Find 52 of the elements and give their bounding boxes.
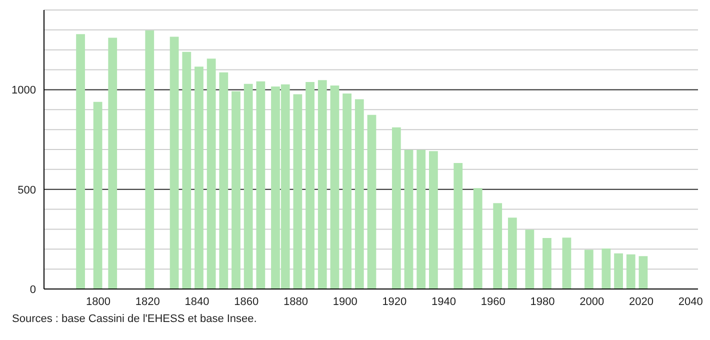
x-tick-label: 1940: [432, 296, 456, 308]
bar: [404, 150, 414, 289]
bar: [626, 254, 636, 289]
bar: [306, 82, 314, 289]
y-tick-label: 0: [30, 284, 36, 296]
x-tick-label: 2020: [628, 296, 654, 308]
bar: [219, 72, 228, 289]
bar: [244, 84, 253, 289]
x-tick-label: 1980: [530, 296, 555, 308]
bar: [614, 253, 623, 289]
x-tick-label: 1960: [480, 296, 506, 308]
bar: [232, 91, 240, 289]
x-tick-label: 1880: [283, 296, 308, 308]
bar: [194, 66, 204, 289]
bar: [170, 36, 179, 289]
bar: [206, 58, 216, 289]
x-tick-label: 1840: [184, 296, 210, 308]
bar: [416, 150, 426, 289]
bar: [93, 102, 102, 289]
bar: [542, 238, 552, 289]
bar: [256, 81, 266, 289]
x-tick-label: 1920: [382, 296, 407, 308]
x-tick-label: 2000: [580, 296, 604, 308]
bar: [76, 34, 85, 289]
source-note: Sources : base Cassini de l'EHESS et base Insee.: [12, 313, 258, 325]
bar: [428, 151, 438, 289]
bar: [367, 114, 376, 289]
bar: [293, 94, 302, 289]
x-tick-label: 1900: [332, 296, 358, 308]
bar: [354, 99, 364, 289]
bar: [493, 203, 502, 289]
bar: [330, 86, 340, 289]
y-tick-label: 500: [18, 184, 36, 196]
bar: [145, 30, 154, 289]
bar: [508, 218, 517, 289]
bar: [602, 248, 611, 289]
x-tick-label: 1800: [86, 296, 111, 308]
bar: [182, 52, 192, 289]
bar: [525, 230, 534, 289]
bar: [342, 94, 352, 289]
y-tick-label: 1000: [12, 84, 36, 97]
bar: [473, 188, 482, 289]
x-tick-label: 1860: [234, 296, 259, 308]
x-tick-label: 2040: [678, 296, 703, 308]
bar: [392, 127, 401, 289]
bar: [318, 80, 327, 289]
bar: [562, 238, 572, 289]
bar: [584, 250, 594, 289]
bar: [454, 163, 463, 289]
x-tick-label: 1820: [135, 296, 160, 308]
bar: [108, 38, 118, 289]
bar: [638, 256, 648, 289]
